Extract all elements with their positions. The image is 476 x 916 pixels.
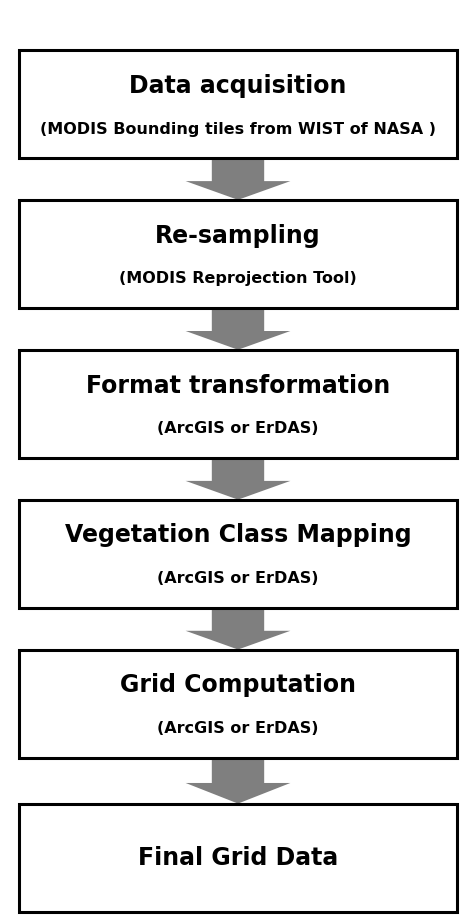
FancyBboxPatch shape — [19, 499, 457, 608]
Polygon shape — [186, 458, 290, 499]
Text: Format transformation: Format transformation — [86, 374, 390, 398]
Text: (MODIS Bounding tiles from WIST of NASA ): (MODIS Bounding tiles from WIST of NASA … — [40, 122, 436, 136]
Text: Re-sampling: Re-sampling — [155, 224, 321, 247]
Text: (ArcGIS or ErDAS): (ArcGIS or ErDAS) — [157, 421, 319, 436]
FancyBboxPatch shape — [19, 200, 457, 308]
Polygon shape — [186, 608, 290, 649]
FancyBboxPatch shape — [19, 350, 457, 458]
Text: Data acquisition: Data acquisition — [129, 74, 347, 98]
FancyBboxPatch shape — [19, 649, 457, 758]
FancyBboxPatch shape — [19, 803, 457, 911]
Polygon shape — [186, 758, 290, 803]
Text: (MODIS Reprojection Tool): (MODIS Reprojection Tool) — [119, 271, 357, 287]
Text: (ArcGIS or ErDAS): (ArcGIS or ErDAS) — [157, 721, 319, 736]
Text: (ArcGIS or ErDAS): (ArcGIS or ErDAS) — [157, 572, 319, 586]
Polygon shape — [186, 158, 290, 200]
Polygon shape — [186, 308, 290, 350]
Text: Vegetation Class Mapping: Vegetation Class Mapping — [65, 523, 411, 548]
Text: Final Grid Data: Final Grid Data — [138, 845, 338, 869]
FancyBboxPatch shape — [19, 50, 457, 158]
Text: Grid Computation: Grid Computation — [120, 673, 356, 697]
